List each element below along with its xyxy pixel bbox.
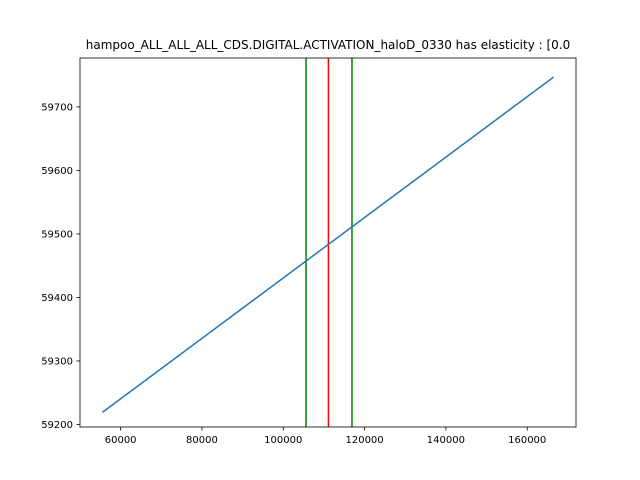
x-axis: 60000 80000 100000 120000 140000 160000 — [105, 427, 546, 446]
y-axis: 59200 59300 59400 59500 59600 59700 — [41, 102, 80, 431]
y-tick-label-59200: 59200 — [41, 420, 73, 431]
x-tick-label-120000: 120000 — [345, 435, 383, 446]
y-tick-label-59700: 59700 — [41, 102, 73, 113]
x-tick-label-60000: 60000 — [105, 435, 137, 446]
plot-frame — [79, 57, 577, 428]
y-tick-label-59400: 59400 — [41, 293, 73, 304]
chart-title: hampoo_ALL_ALL_ALL_CDS.DIGITAL.ACTIVATIO… — [86, 38, 571, 52]
y-tick-label-59300: 59300 — [41, 356, 73, 367]
y-tick-label-59600: 59600 — [41, 166, 73, 177]
x-tick-label-80000: 80000 — [186, 435, 218, 446]
x-tick-label-160000: 160000 — [508, 435, 546, 446]
y-tick-label-59500: 59500 — [41, 229, 73, 240]
series-line-1 — [101, 76, 555, 413]
series-lines — [101, 76, 555, 413]
reference-lines — [305, 58, 353, 427]
x-tick-label-140000: 140000 — [427, 435, 465, 446]
x-tick-label-100000: 100000 — [264, 435, 302, 446]
